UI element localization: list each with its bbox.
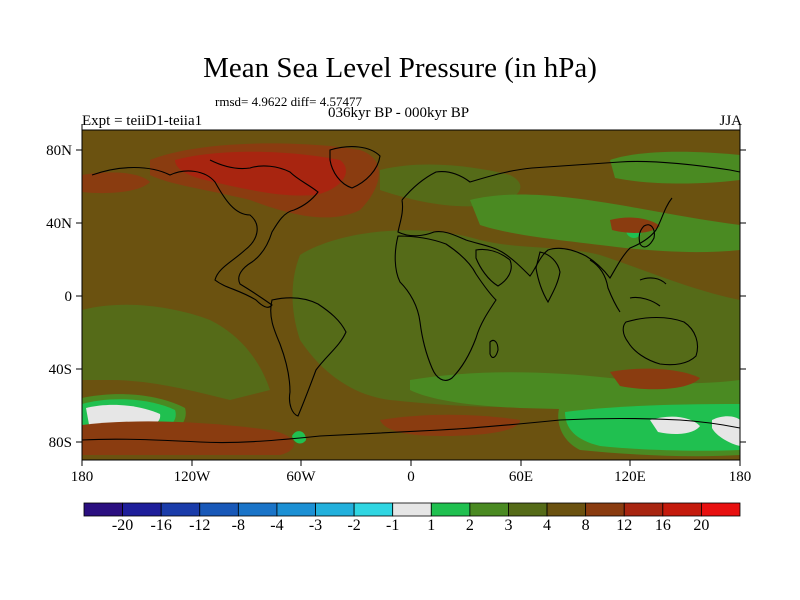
- field-region-green: [610, 151, 740, 184]
- coastline-madagascar: [489, 339, 499, 359]
- stats-label: rmsd= 4.9622 diff= 4.57477: [215, 94, 362, 109]
- colorbar-swatch: [83, 502, 123, 517]
- field-region-green: [82, 304, 270, 400]
- colorbar-swatch: [160, 502, 201, 517]
- coastline-north-america: [91, 159, 319, 308]
- coastline-australia: [622, 316, 699, 366]
- experiment-label: Expt = teiiD1-teiia1: [82, 113, 203, 129]
- colorbar-label: 8: [581, 517, 590, 534]
- period-label: 036kyr BP - 000kyr BP: [328, 105, 470, 121]
- colorbar-swatch: [392, 502, 432, 517]
- lat-tick-label: 80N: [46, 143, 72, 159]
- lat-tick-label: 0: [65, 289, 73, 305]
- map-title: Mean Sea Level Pressure (in hPa): [203, 52, 597, 84]
- field-region-red: [82, 172, 150, 194]
- colorbar-swatch: [430, 502, 471, 517]
- colorbar-swatch: [623, 502, 664, 517]
- field-region-red: [175, 151, 346, 196]
- coastline-africa: [394, 235, 497, 381]
- lon-tick-label: 120W: [174, 469, 212, 485]
- field-region-green: [380, 164, 521, 207]
- colorbar-label: -2: [347, 517, 361, 534]
- colorbar-swatch: [237, 502, 278, 517]
- colorbar-label: -20: [111, 517, 134, 534]
- lon-tick-label: 0: [407, 469, 415, 485]
- field-region-green: [470, 194, 740, 253]
- colorbar-swatch: [315, 502, 355, 517]
- lon-tick-label: 180: [729, 469, 752, 485]
- coastline-greenland: [329, 146, 381, 189]
- coastline-south-america: [270, 297, 347, 417]
- colorbar: [83, 502, 741, 517]
- colorbar-label: -4: [270, 517, 284, 534]
- coastline-antarctica: [82, 417, 740, 444]
- field-region-red: [380, 414, 520, 436]
- colorbar-swatch: [508, 502, 548, 517]
- colorbar-label: -12: [189, 517, 211, 534]
- colorbar-label: -16: [150, 517, 172, 534]
- field-region-green: [292, 230, 740, 408]
- colorbar-label: -3: [308, 517, 323, 534]
- season-label: JJA: [719, 113, 742, 129]
- coastline-india: [535, 251, 561, 304]
- colorbar-label: 2: [465, 517, 474, 534]
- colorbar-label: -1: [386, 517, 400, 534]
- colorbar-swatch: [276, 502, 316, 517]
- colorbar-swatch: [662, 502, 702, 517]
- colorbar-label: 3: [504, 517, 513, 534]
- field-region-red: [610, 368, 700, 390]
- coastline-eurasia: [397, 160, 740, 279]
- colorbar-label: 20: [693, 517, 710, 534]
- colorbar-label: 4: [543, 517, 552, 534]
- colorbar-label: 1: [427, 517, 436, 534]
- lon-tick-label: 60E: [509, 469, 533, 485]
- colorbar-label: -8: [231, 517, 246, 534]
- colorbar-swatch: [469, 502, 509, 517]
- field-region-white: [712, 416, 740, 446]
- pressure-field: [82, 130, 740, 460]
- field-region-green: [292, 431, 306, 444]
- coastline-japan: [638, 224, 655, 248]
- coastline-southeast-asia: [589, 259, 667, 313]
- lon-tick-label: 60W: [286, 469, 316, 485]
- colorbar-swatch: [353, 502, 394, 517]
- lon-tick-label: 120E: [614, 469, 646, 485]
- lat-tick-label: 80S: [49, 435, 72, 451]
- lat-tick-label: 40N: [46, 216, 72, 232]
- field-region-red: [610, 217, 660, 233]
- coastlines: [82, 146, 740, 444]
- axis-labels: 180 120W 60W 0 60E 120E 180 80N 40N 0 40…: [46, 143, 751, 485]
- lat-tick-label: 40S: [49, 362, 72, 378]
- colorbar-swatch: [585, 502, 625, 517]
- colorbar-label: 16: [654, 517, 671, 534]
- lon-tick-label: 180: [71, 469, 94, 485]
- colorbar-swatch: [701, 502, 741, 517]
- colorbar-label: 12: [616, 517, 633, 534]
- colorbar-swatch: [199, 502, 239, 517]
- coastline-arabia: [475, 248, 512, 287]
- colorbar-swatch: [546, 502, 587, 517]
- axis-ticks: [76, 124, 746, 466]
- field-region-red: [82, 421, 294, 455]
- field-region-green: [565, 404, 740, 451]
- colorbar-swatch: [122, 502, 162, 517]
